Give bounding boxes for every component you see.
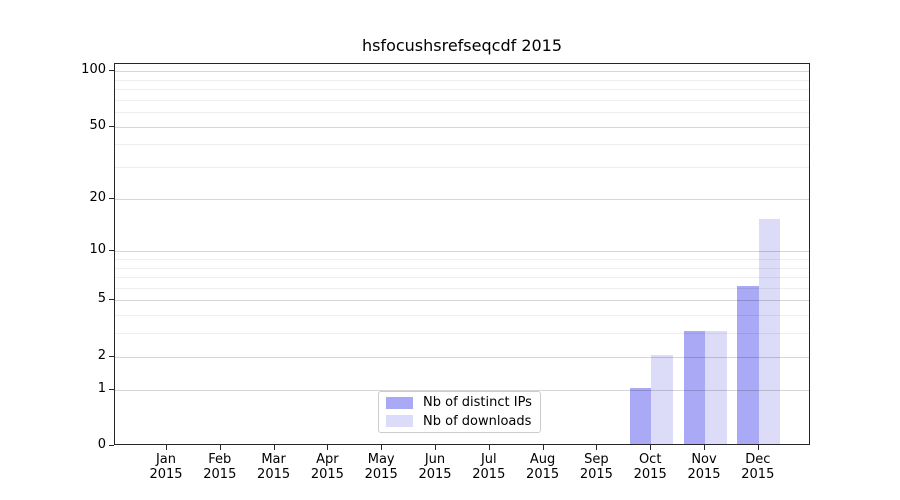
x-tick-label: Apr 2015 bbox=[310, 452, 344, 482]
minor-grid-line bbox=[115, 99, 809, 101]
major-grid-line bbox=[115, 251, 809, 253]
plot-area: Nb of distinct IPs Nb of downloads bbox=[114, 63, 810, 445]
minor-grid-line bbox=[115, 167, 809, 168]
minor-grid-line bbox=[115, 333, 809, 335]
major-grid-line bbox=[115, 126, 809, 128]
minor-grid-line bbox=[115, 88, 809, 90]
y-tick-label: 100 bbox=[81, 62, 106, 77]
minor-grid-line bbox=[115, 287, 809, 289]
y-tick-mark bbox=[109, 250, 114, 252]
x-tick-label: Jul 2015 bbox=[472, 452, 506, 482]
major-grid-line bbox=[115, 389, 809, 391]
x-tick-label: Nov 2015 bbox=[687, 452, 721, 482]
y-tick-label: 2 bbox=[97, 347, 106, 363]
bar-distinct-ips bbox=[683, 331, 705, 444]
chart-title: hsfocushsrefseqcdf 2015 bbox=[361, 36, 563, 55]
y-tick-label: 20 bbox=[89, 189, 106, 205]
x-tick-mark bbox=[273, 445, 275, 450]
minor-grid-line bbox=[115, 315, 809, 317]
minor-grid-line bbox=[115, 277, 809, 278]
legend-swatch-distinct-ips-icon bbox=[386, 396, 413, 409]
x-tick-mark bbox=[542, 445, 544, 450]
y-tick-mark bbox=[109, 70, 114, 71]
bar-downloads bbox=[705, 331, 727, 444]
x-tick-label: Mar 2015 bbox=[257, 452, 291, 482]
x-tick-mark bbox=[704, 445, 705, 450]
x-tick-label: Feb 2015 bbox=[203, 452, 237, 482]
x-tick-mark bbox=[166, 445, 167, 450]
legend-item-distinct-ips: Nb of distinct IPs bbox=[386, 395, 533, 411]
x-tick-mark bbox=[327, 445, 329, 450]
legend: Nb of distinct IPs Nb of downloads bbox=[378, 391, 541, 433]
y-tick-mark bbox=[109, 355, 114, 357]
legend-label-downloads: Nb of downloads bbox=[423, 413, 532, 429]
major-grid-line bbox=[115, 300, 809, 302]
minor-grid-line bbox=[115, 112, 809, 113]
y-tick-label: 1 bbox=[97, 380, 106, 396]
bar-distinct-ips bbox=[629, 387, 652, 444]
x-tick-label: Sep 2015 bbox=[579, 452, 613, 482]
bar-downloads bbox=[651, 354, 673, 444]
minor-grid-line bbox=[115, 267, 809, 269]
x-tick-mark bbox=[650, 445, 652, 450]
major-grid-line bbox=[115, 198, 809, 200]
x-tick-mark bbox=[435, 445, 436, 450]
x-tick-mark bbox=[219, 445, 221, 450]
y-tick-label: 5 bbox=[97, 291, 106, 307]
legend-label-distinct-ips: Nb of distinct IPs bbox=[423, 395, 532, 411]
y-tick-label: 50 bbox=[89, 117, 106, 133]
legend-item-downloads: Nb of downloads bbox=[386, 414, 533, 430]
y-tick-mark bbox=[109, 388, 114, 390]
y-tick-label: 10 bbox=[89, 242, 106, 258]
x-tick-label: Dec 2015 bbox=[741, 452, 775, 482]
y-tick-mark bbox=[109, 197, 114, 199]
major-grid-line bbox=[115, 356, 809, 358]
x-tick-label: May 2015 bbox=[364, 452, 398, 482]
bar-downloads bbox=[758, 218, 781, 444]
legend-swatch-downloads-icon bbox=[386, 415, 413, 428]
x-tick-label: Jun 2015 bbox=[418, 452, 452, 482]
bar-distinct-ips bbox=[737, 285, 759, 444]
major-grid-line bbox=[115, 71, 809, 72]
x-tick-label: Aug 2015 bbox=[526, 452, 560, 482]
y-tick-mark bbox=[109, 445, 114, 446]
x-tick-mark bbox=[488, 445, 490, 450]
minor-grid-line bbox=[115, 144, 809, 146]
y-tick-mark bbox=[109, 299, 114, 301]
x-tick-label: Oct 2015 bbox=[633, 452, 667, 482]
minor-grid-line bbox=[115, 258, 809, 260]
x-tick-mark bbox=[757, 445, 759, 450]
x-tick-label: Jan 2015 bbox=[149, 452, 183, 482]
x-tick-mark bbox=[596, 445, 598, 450]
y-tick-label: 0 bbox=[97, 437, 106, 452]
y-tick-mark bbox=[109, 125, 114, 127]
minor-grid-line bbox=[115, 79, 809, 81]
x-tick-mark bbox=[381, 445, 383, 450]
